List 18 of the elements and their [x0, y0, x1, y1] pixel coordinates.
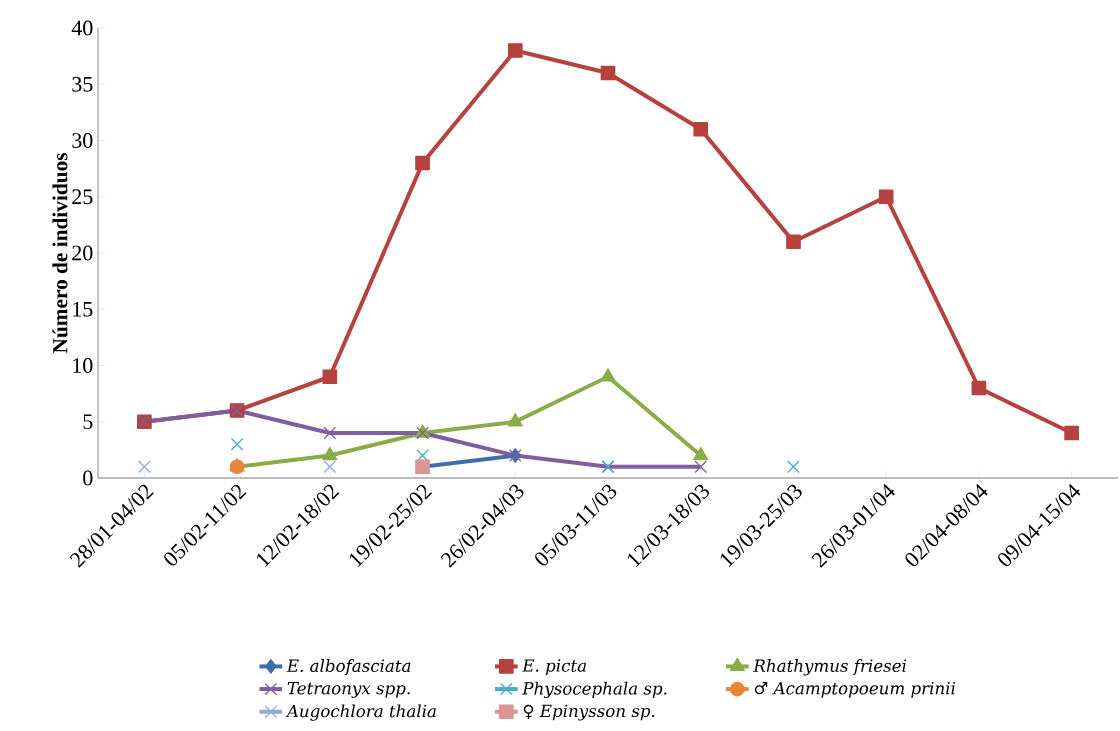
y-tick-label: 40	[71, 20, 93, 36]
legend-label: Tetraonyx spp.	[287, 682, 410, 698]
legend-label: ♂ Acamptopoeum prinii	[754, 681, 956, 698]
y-tick-label: 10	[73, 358, 93, 373]
legend-label: E. picta	[522, 659, 586, 676]
y-tick-label: 20	[72, 245, 93, 261]
y-tick-label: 15	[73, 301, 93, 317]
legend-label: Rhathymus friesei	[753, 659, 907, 676]
y-tick-label: 35	[72, 76, 93, 92]
y-tick-label: 25	[72, 189, 93, 205]
y-tick-label: 0	[83, 470, 93, 486]
legend-label: E. albofasciata	[286, 659, 411, 676]
legend-label: Augochlora thalia	[285, 704, 436, 721]
y-axis-title: Número de individuos	[52, 152, 68, 354]
legend-label: ♀ Epinysson sp.	[523, 704, 655, 721]
legend-label: Physocephala sp.	[522, 681, 667, 699]
y-tick-label: 5	[83, 414, 93, 430]
y-tick-label: 30	[72, 133, 93, 148]
